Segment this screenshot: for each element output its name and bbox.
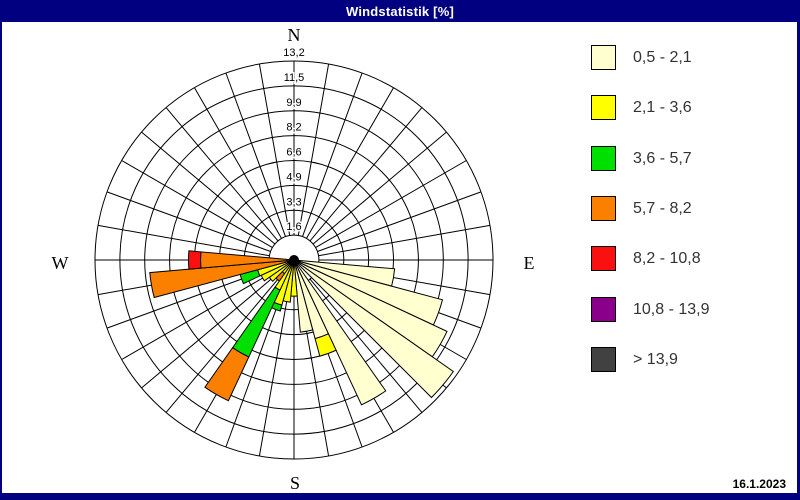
legend-color-swatch <box>591 146 616 171</box>
grid-spoke <box>165 107 279 242</box>
ring-label: 1,6 <box>286 221 301 233</box>
ring-label: 8,2 <box>286 122 301 134</box>
legend-color-swatch <box>591 95 616 120</box>
grid-spoke <box>317 191 482 252</box>
grid-spoke <box>305 87 394 239</box>
grid-spoke <box>225 72 286 237</box>
polar-grid <box>94 60 494 460</box>
grid-spoke <box>141 275 276 389</box>
window-border-bottom <box>0 493 800 500</box>
legend-color-swatch <box>591 45 616 70</box>
compass-label-south: S <box>289 473 301 493</box>
wind-wedge-segment <box>293 259 314 333</box>
legend-item: 5,7 - 8,2 <box>585 196 692 221</box>
legend-label: 2,1 - 3,6 <box>633 98 692 116</box>
grid-spoke <box>312 131 447 245</box>
grid-spoke <box>315 160 467 249</box>
wind-wedge-segment <box>293 259 387 406</box>
compass-label-north: N <box>287 25 301 45</box>
grid-spoke <box>309 278 423 413</box>
grid-spoke <box>297 63 330 236</box>
grid-spoke <box>302 72 363 237</box>
legend-item: 10,8 - 13,9 <box>585 297 710 322</box>
legend-color-swatch <box>591 246 616 271</box>
grid-spoke <box>165 278 279 413</box>
legend-color-swatch <box>591 347 616 372</box>
ring-label: 9,9 <box>286 97 301 109</box>
wind-wedge-segment <box>293 259 454 399</box>
ring-label: 4,9 <box>286 171 301 183</box>
grid-spoke <box>141 131 276 245</box>
grid-spoke <box>97 224 270 257</box>
ring-labels: 1,6 3,3 4,9 6,6 8,2 9,9 11,5 13,2 <box>282 46 306 235</box>
compass-label-west: W <box>51 253 69 273</box>
grid-spoke <box>318 224 491 257</box>
ring-label: 11,5 <box>284 72 305 84</box>
window-border-right <box>797 22 800 500</box>
grid-spoke <box>309 107 423 242</box>
date-label: 16.1.2023 <box>732 477 786 491</box>
grid-spoke <box>258 63 291 236</box>
rose-center-dot <box>289 255 299 265</box>
wind-rose-wedges <box>149 250 454 406</box>
grid-spoke <box>121 271 273 360</box>
title-bar: Windstatistik [%] <box>0 0 800 22</box>
wind-wedge-segment <box>231 286 281 358</box>
legend-label: > 13,9 <box>633 350 678 368</box>
legend-label: 10,8 - 13,9 <box>633 300 710 318</box>
legend-item: 0,5 - 2,1 <box>585 45 692 70</box>
wind-wedge-segment <box>314 333 337 357</box>
legend-label: 5,7 - 8,2 <box>633 199 692 217</box>
grid-spoke <box>258 284 291 457</box>
legend-item: 8,2 - 10,8 <box>585 246 701 271</box>
legend-label: 0,5 - 2,1 <box>633 48 692 66</box>
legend-item: 3,6 - 5,7 <box>585 146 692 171</box>
compass-label-east: E <box>523 253 535 273</box>
window-border-left <box>0 22 2 500</box>
grid-spoke <box>106 191 271 252</box>
grid-spoke <box>194 87 283 239</box>
ring-label: 6,6 <box>286 147 301 159</box>
grid-spoke <box>121 160 273 249</box>
wind-wedge-segment <box>204 347 250 402</box>
ring-label: 13,2 <box>283 47 304 59</box>
page-title: Windstatistik [%] <box>345 3 454 19</box>
ring-label: 3,3 <box>286 196 301 208</box>
wind-wedge-segment <box>149 259 295 299</box>
legend-color-swatch <box>591 297 616 322</box>
legend-color-swatch <box>591 196 616 221</box>
legend-label: 8,2 - 10,8 <box>633 249 701 267</box>
grid-spoke <box>225 283 286 448</box>
legend-item: 2,1 - 3,6 <box>585 95 692 120</box>
legend-label: 3,6 - 5,7 <box>633 149 692 167</box>
legend-item: > 13,9 <box>585 347 678 372</box>
wind-wedge-segment <box>187 250 202 270</box>
